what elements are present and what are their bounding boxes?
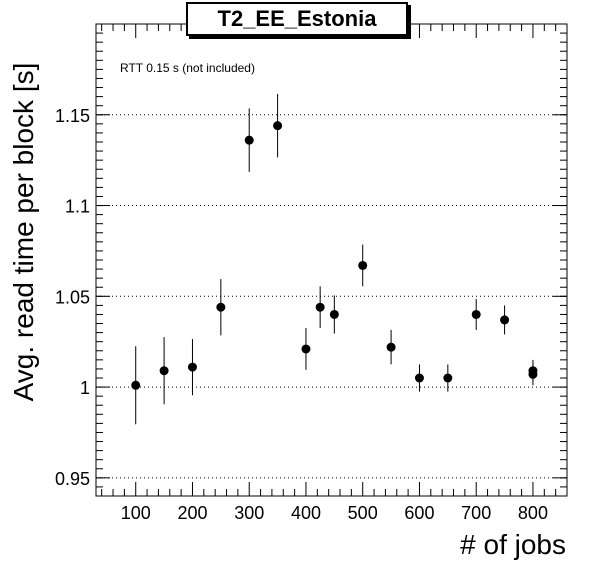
data-point — [301, 344, 311, 354]
x-tick-label: 200 — [177, 503, 207, 523]
tick-labels: 0.95 1 1.05 1.1 1.15 100 200 300 400 500 600 700 800 — [55, 106, 548, 523]
x-tick-label: 600 — [404, 503, 434, 523]
data-points — [131, 121, 538, 390]
chart-title: T2_EE_Estonia — [186, 2, 408, 36]
error-bars — [135, 93, 534, 425]
y-tick-label: 1 — [80, 378, 90, 398]
y-tick-label: 1.05 — [55, 287, 90, 307]
data-point — [386, 342, 396, 352]
y-axis-label: Avg. read time per block [s] — [8, 62, 39, 402]
data-point — [244, 135, 254, 145]
x-tick-label: 400 — [291, 503, 321, 523]
data-point — [443, 373, 453, 383]
data-point — [358, 260, 368, 270]
plot-frame — [95, 23, 568, 497]
x-tick-label: 700 — [461, 503, 491, 523]
x-tick-label: 100 — [121, 503, 151, 523]
axis-ticks — [96, 23, 568, 496]
x-tick-label: 800 — [518, 503, 548, 523]
data-point — [471, 309, 481, 319]
data-point — [131, 380, 141, 390]
x-axis-label: # of jobs — [460, 529, 566, 560]
data-point — [500, 315, 510, 325]
data-point — [528, 366, 538, 376]
data-point — [315, 302, 325, 312]
x-tick-label: 500 — [348, 503, 378, 523]
x-tick-label: 300 — [234, 503, 264, 523]
data-point — [414, 373, 424, 383]
data-point — [273, 121, 283, 131]
data-point — [216, 302, 226, 312]
rtt-annotation: RTT 0.15 s (not included) — [120, 61, 255, 75]
grid-lines — [96, 114, 567, 479]
y-tick-label: 1.15 — [55, 106, 90, 126]
y-tick-label: 0.95 — [55, 469, 90, 489]
data-point — [329, 309, 339, 319]
data-point — [159, 366, 169, 376]
y-tick-label: 1.1 — [65, 197, 90, 217]
data-point — [187, 362, 197, 372]
